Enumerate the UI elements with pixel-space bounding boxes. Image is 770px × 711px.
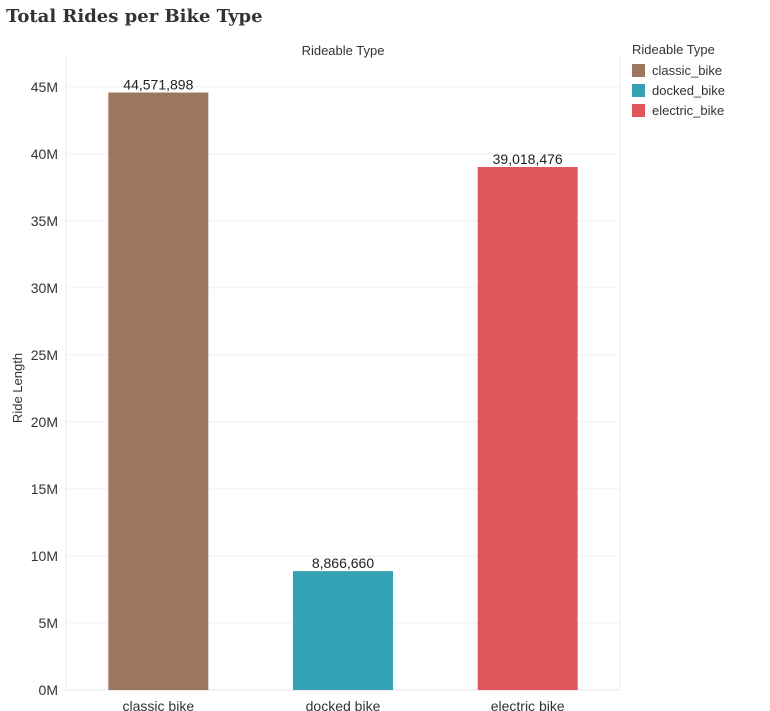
y-tick-label: 45M [31,79,58,95]
legend-label: docked_bike [652,82,725,98]
y-axis-label: Ride Length [10,353,25,423]
legend: Rideable Type classic_bike docked_bike e… [632,42,725,120]
legend-title: Rideable Type [632,42,715,57]
data-label: 39,018,476 [493,151,563,167]
y-tick-label: 35M [31,213,58,229]
x-axis-ticks: classic bike docked bike electric bike [123,698,565,711]
bar-chart: Rideable Type Ride Length 0M 5M 10M 15M 20M 2… [10,43,621,711]
legend-label: classic_bike [652,62,723,78]
legend-swatch [632,83,645,97]
y-tick-label: 5M [39,615,58,631]
column-header: Rideable Type [302,43,385,58]
y-tick-label: 10M [31,548,58,564]
y-tick-label: 25M [31,347,58,363]
legend-swatch [632,103,645,117]
x-tick-label: electric bike [491,698,565,711]
legend-swatch [632,63,645,77]
legend-label: electric_bike [652,102,725,118]
y-tick-label: 40M [31,146,58,162]
bars: 44,571,898 8,866,660 39,018,476 [108,77,578,691]
x-tick-label: classic bike [123,698,195,711]
y-tick-label: 0M [39,682,58,698]
bar-docked-bike [293,571,393,690]
legend-item-docked-bike[interactable]: docked_bike [632,80,725,100]
legend-item-electric-bike[interactable]: electric_bike [632,100,725,120]
bar-classic-bike [108,92,209,691]
data-label: 8,866,660 [312,555,374,571]
y-axis-ticks: 0M 5M 10M 15M 20M 25M 30M 35M 40M 45M [31,79,58,698]
legend-item-classic-bike[interactable]: classic_bike [632,60,725,80]
y-tick-label: 20M [31,414,58,430]
x-tick-label: docked bike [306,698,381,711]
y-tick-label: 30M [31,280,58,296]
y-tick-label: 15M [31,481,58,497]
data-label: 44,571,898 [123,77,193,93]
chart-title: Total Rides per Bike Type [6,6,263,27]
bar-electric-bike [477,166,578,690]
